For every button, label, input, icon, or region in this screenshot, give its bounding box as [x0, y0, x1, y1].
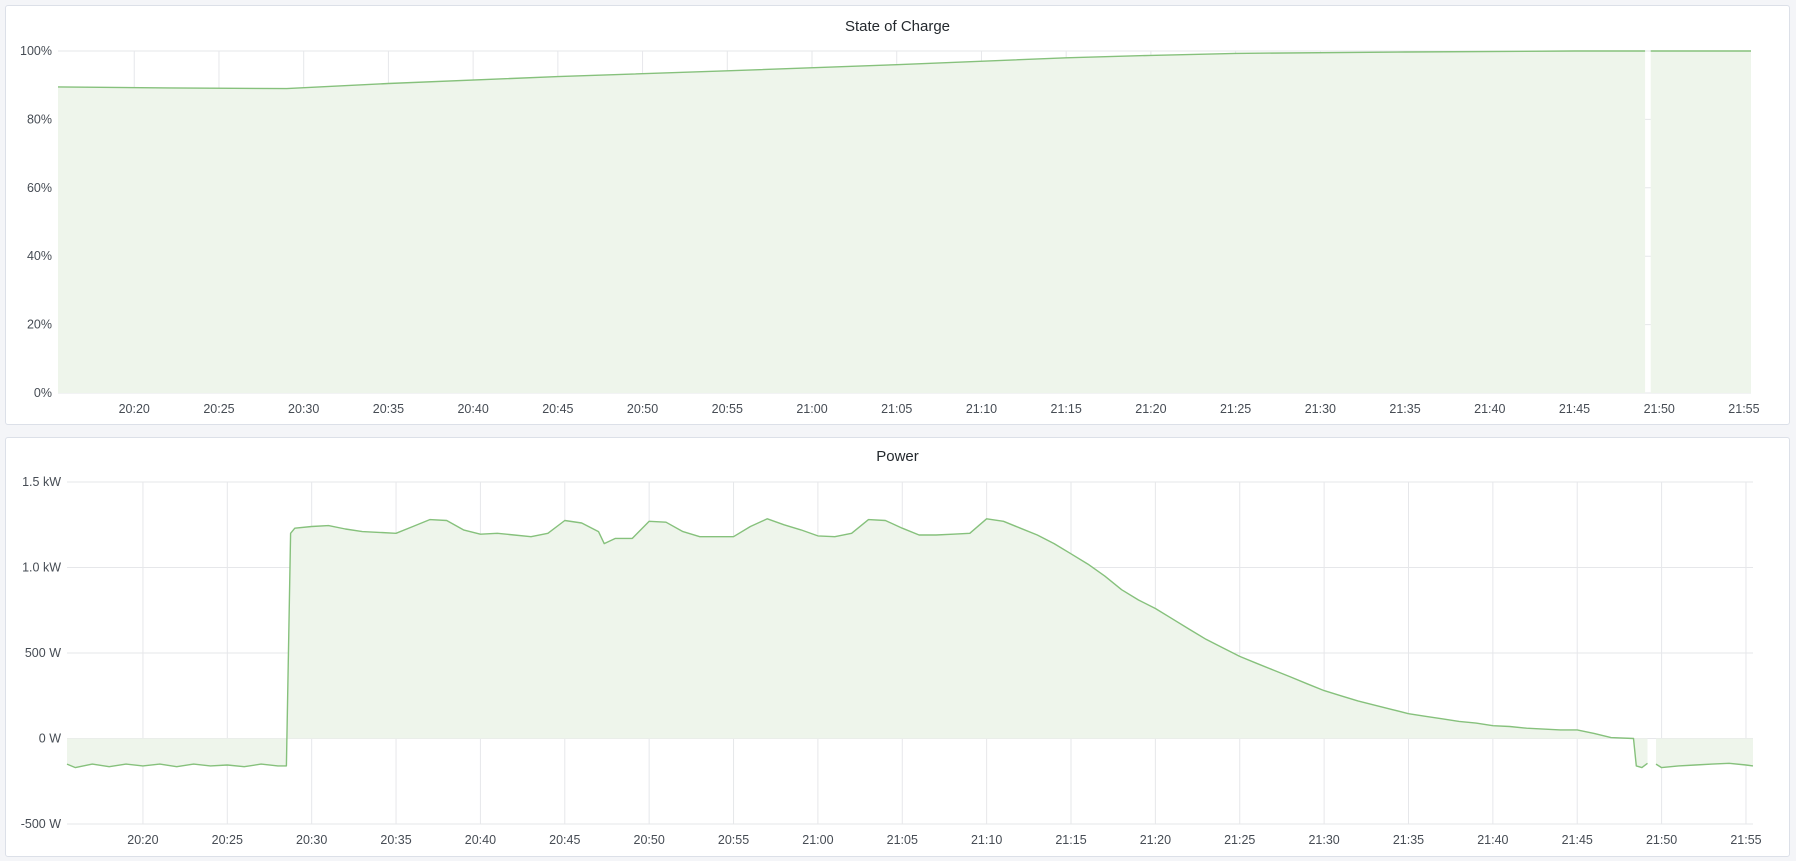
y-tick-label: 0% [34, 386, 52, 400]
x-tick-label: 20:45 [549, 833, 580, 847]
y-tick-label: 500 W [25, 646, 61, 660]
x-tick-label: 21:50 [1646, 833, 1677, 847]
x-tick-label: 21:35 [1393, 833, 1424, 847]
x-tick-label: 21:40 [1477, 833, 1508, 847]
soc-panel: State of Charge 0% 20% 40% 60% 80% 100% 20:20 2… [5, 5, 1790, 425]
power-panel: Power -500 W 0 W 500 W 1.0 kW 1.5 kW 20:20 20:… [5, 437, 1790, 857]
x-tick-label: 20:50 [627, 402, 658, 416]
x-tick-label: 20:25 [212, 833, 243, 847]
series-area-fill [1656, 738, 1753, 768]
y-tick-label: 0 W [39, 732, 61, 746]
x-tick-label: 20:30 [296, 833, 327, 847]
x-tick-label: 21:20 [1140, 833, 1171, 847]
x-tick-label: 21:25 [1220, 402, 1251, 416]
x-tick-label: 21:30 [1308, 833, 1339, 847]
x-tick-label: 20:20 [127, 833, 158, 847]
x-tick-label: 21:00 [796, 402, 827, 416]
x-tick-label: 20:35 [380, 833, 411, 847]
x-tick-label: 20:20 [119, 402, 150, 416]
x-tick-label: 21:50 [1644, 402, 1675, 416]
x-tick-label: 20:40 [457, 402, 488, 416]
x-tick-label: 21:05 [881, 402, 912, 416]
power-panel-title: Power [876, 448, 919, 465]
y-tick-label: 1.5 kW [22, 475, 61, 489]
y-tick-label: 100% [20, 44, 52, 58]
series-line [66, 518, 1648, 769]
x-tick-label: 21:55 [1728, 402, 1759, 416]
series-area-fill [67, 518, 1648, 768]
y-tick-label: 1.0 kW [22, 561, 61, 575]
x-tick-label: 20:40 [465, 833, 496, 847]
x-tick-label: 20:50 [634, 833, 665, 847]
x-tick-label: 21:15 [1055, 833, 1086, 847]
series-area-fill [1650, 51, 1751, 393]
y-tick-label: 20% [27, 318, 52, 332]
y-tick-label: 80% [27, 112, 52, 126]
series-line [57, 50, 1646, 90]
power-chart: -500 W 0 W 500 W 1.0 kW 1.5 kW 20:20 20:25 20:3… [21, 475, 1762, 847]
x-tick-label: 21:45 [1562, 833, 1593, 847]
x-tick-label: 20:25 [203, 402, 234, 416]
x-tick-label: 21:10 [966, 402, 997, 416]
series-area-fill [58, 51, 1646, 393]
x-tick-label: 21:00 [802, 833, 833, 847]
soc-chart: 0% 20% 40% 60% 80% 100% 20:20 20:25 20:30 20:35 20… [20, 44, 1760, 416]
y-tick-label: 60% [27, 181, 52, 195]
x-tick-label: 20:55 [712, 402, 743, 416]
x-tick-label: 20:35 [373, 402, 404, 416]
x-tick-label: 20:45 [542, 402, 573, 416]
x-tick-label: 21:15 [1051, 402, 1082, 416]
x-tick-label: 20:55 [718, 833, 749, 847]
x-tick-label: 21:05 [887, 833, 918, 847]
x-tick-label: 21:35 [1389, 402, 1420, 416]
x-tick-label: 20:30 [288, 402, 319, 416]
x-tick-label: 21:55 [1730, 833, 1761, 847]
y-tick-label: 40% [27, 249, 52, 263]
x-tick-label: 21:45 [1559, 402, 1590, 416]
y-tick-label: -500 W [21, 817, 61, 831]
x-tick-label: 21:20 [1135, 402, 1166, 416]
series-line [1655, 762, 1754, 769]
soc-panel-title: State of Charge [844, 18, 951, 35]
x-tick-label: 21:25 [1224, 833, 1255, 847]
x-tick-label: 21:10 [971, 833, 1002, 847]
x-tick-label: 21:40 [1474, 402, 1505, 416]
x-tick-label: 21:30 [1305, 402, 1336, 416]
